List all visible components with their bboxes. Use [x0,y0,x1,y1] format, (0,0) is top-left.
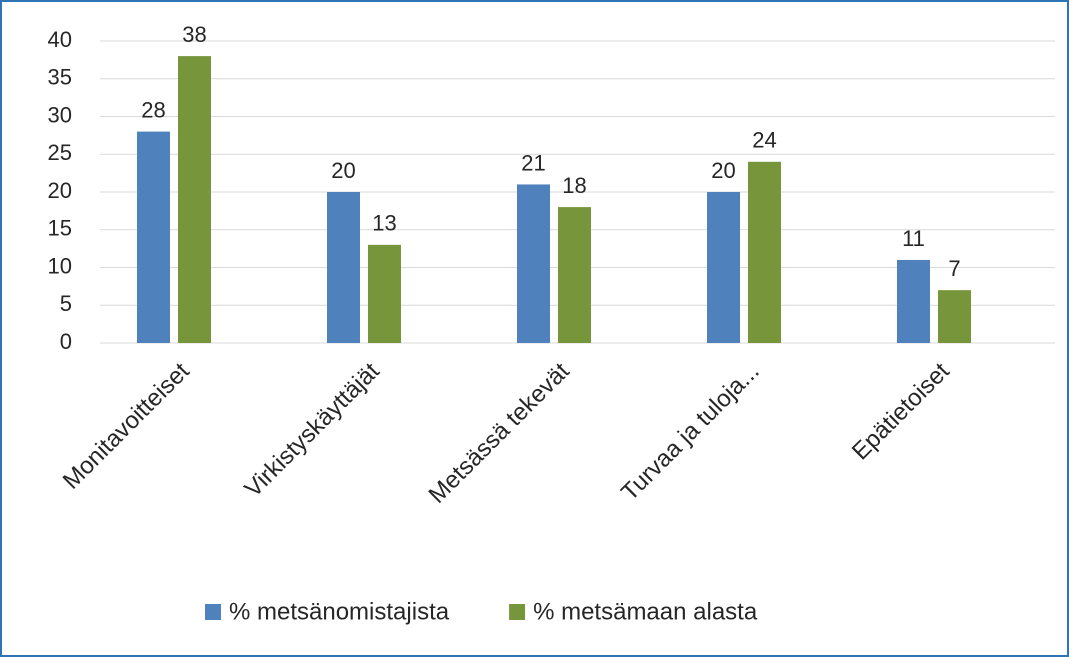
bar [327,192,360,343]
bar [558,207,591,343]
bar [707,192,740,343]
bar [368,244,401,343]
data-label: 24 [752,128,776,153]
bar [517,184,550,343]
y-tick-label: 25 [48,140,72,165]
data-label: 20 [711,158,735,183]
legend-label: % metsänomistajista [229,598,450,625]
data-label: 28 [141,97,165,122]
data-label: 13 [372,211,396,236]
legend-swatch [509,604,526,620]
data-label: 7 [948,256,960,281]
bar [178,56,211,343]
data-label: 18 [562,173,586,198]
bar [748,161,781,343]
data-label: 11 [902,226,925,251]
data-label: 21 [521,150,545,175]
data-label: 38 [182,22,206,47]
bar [897,259,930,343]
legend-swatch [205,604,221,620]
y-tick-label: 10 [48,253,72,278]
y-tick-label: 0 [60,329,72,354]
y-tick-label: 35 [48,65,72,90]
y-tick-label: 15 [48,216,72,241]
y-tick-label: 30 [48,102,72,127]
y-tick-label: 20 [48,178,72,203]
y-tick-label: 40 [48,27,72,52]
bar [938,290,971,343]
bar [137,131,170,343]
data-label: 20 [331,158,355,183]
y-tick-label: 5 [60,291,72,316]
legend-label: % metsämaan alasta [533,598,758,625]
